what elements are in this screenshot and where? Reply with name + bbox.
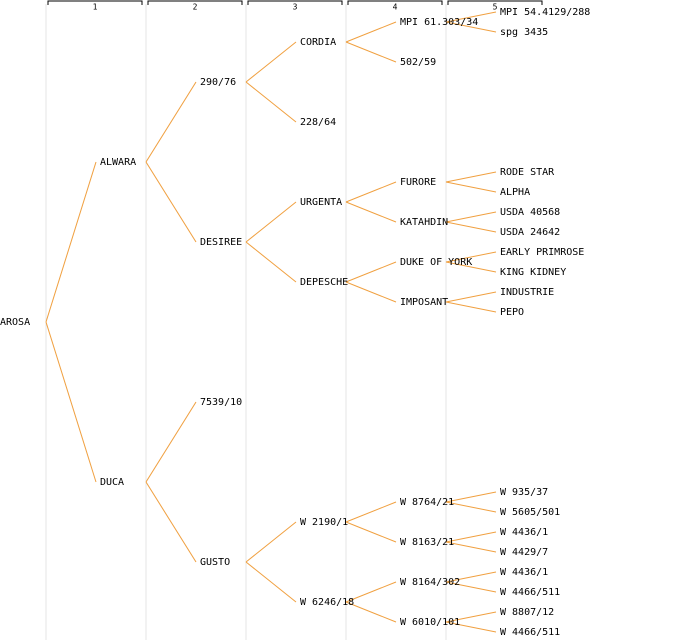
edge	[245, 521, 297, 563]
node-label: 502/59	[400, 57, 436, 68]
column-header: 5	[493, 3, 498, 12]
node-label: W 6246/18	[300, 597, 354, 608]
node-label: MPI 54.4129/288	[500, 7, 590, 18]
labels: AROSA ALWARA 290/76 CORDIA MPI 61.303/34 MPI …	[0, 7, 590, 638]
node-label: ALPHA	[500, 187, 530, 198]
edge	[345, 201, 397, 223]
node-label: W 2190/1	[300, 517, 348, 528]
node-label: 228/64	[300, 117, 336, 128]
edge	[445, 211, 497, 223]
node-label: EARLY PRIMROSE	[500, 247, 584, 258]
node-label: DESIREE	[200, 237, 242, 248]
edge	[445, 541, 497, 553]
node-label: URGENTA	[300, 197, 342, 208]
column-header: 2	[193, 3, 198, 12]
column-header: 3	[293, 3, 298, 12]
edge	[245, 81, 297, 123]
node-label: W 4429/7	[500, 547, 548, 558]
edge	[445, 571, 497, 583]
node-label: 290/76	[200, 77, 236, 88]
edge	[445, 171, 497, 183]
edge	[445, 581, 497, 593]
column-bracket	[147, 0, 243, 5]
node-label: W 4436/1	[500, 527, 548, 538]
node-label: W 8764/21	[400, 497, 454, 508]
node-label: AROSA	[0, 317, 30, 328]
node-label: RODE STAR	[500, 167, 555, 178]
node-label: CORDIA	[300, 37, 336, 48]
edge	[245, 41, 297, 83]
edge	[445, 531, 497, 543]
edge	[145, 401, 197, 483]
node-label: W 8164/302	[400, 577, 460, 588]
node-label: FURORE	[400, 177, 436, 188]
node-label: spg 3435	[500, 27, 548, 38]
edge	[145, 81, 197, 163]
edge	[345, 601, 397, 623]
edge	[345, 521, 397, 543]
edge	[345, 21, 397, 43]
edge	[245, 561, 297, 603]
edge	[345, 261, 397, 283]
node-label: DEPESCHE	[300, 277, 348, 288]
column-bracket	[247, 0, 343, 5]
node-label: KATAHDIN	[400, 217, 448, 228]
node-label: W 4436/1	[500, 567, 548, 578]
node-label: USDA 40568	[500, 207, 560, 218]
edge	[445, 621, 497, 633]
node-label: DUCA	[100, 477, 124, 488]
edge	[445, 21, 497, 33]
edge	[245, 241, 297, 283]
node-label: W 5605/501	[500, 507, 560, 518]
edge	[345, 281, 397, 303]
column-header: 4	[393, 3, 398, 12]
edge	[45, 321, 97, 483]
column-header: 1	[93, 3, 98, 12]
edge	[445, 291, 497, 303]
node-label: KING KIDNEY	[500, 267, 566, 278]
edge	[345, 581, 397, 603]
node-label: W 6010/101	[400, 617, 460, 628]
node-label: W 4466/511	[500, 587, 560, 598]
node-label: INDUSTRIE	[500, 287, 554, 298]
node-label: ALWARA	[100, 157, 136, 168]
edge	[445, 181, 497, 193]
node-label: GUSTO	[200, 557, 230, 568]
node-label: MPI 61.303/34	[400, 17, 478, 28]
edges	[45, 11, 497, 633]
edge	[345, 181, 397, 203]
node-label: USDA 24642	[500, 227, 560, 238]
column-guides	[45, 4, 447, 640]
node-label: W 8807/12	[500, 607, 554, 618]
edge	[445, 501, 497, 513]
column-bracket	[347, 0, 443, 5]
edge	[445, 11, 497, 23]
edge	[445, 301, 497, 313]
edge	[45, 161, 97, 323]
edge	[345, 41, 397, 63]
edge	[445, 611, 497, 623]
edge	[145, 161, 197, 243]
node-label: PEPO	[500, 307, 524, 318]
node-label: DUKE OF YORK	[400, 257, 472, 268]
node-label: 7539/10	[200, 397, 242, 408]
edge	[445, 221, 497, 233]
edge	[345, 501, 397, 523]
column-bracket	[47, 0, 143, 5]
edge	[245, 201, 297, 243]
node-label: W 935/37	[500, 487, 548, 498]
edge	[445, 251, 497, 263]
node-label: IMPOSANT	[400, 297, 448, 308]
column-bracket	[447, 0, 543, 5]
edge	[145, 481, 197, 563]
node-label: W 8163/21	[400, 537, 454, 548]
edge	[445, 261, 497, 273]
edge	[445, 491, 497, 503]
node-label: W 4466/511	[500, 627, 560, 638]
